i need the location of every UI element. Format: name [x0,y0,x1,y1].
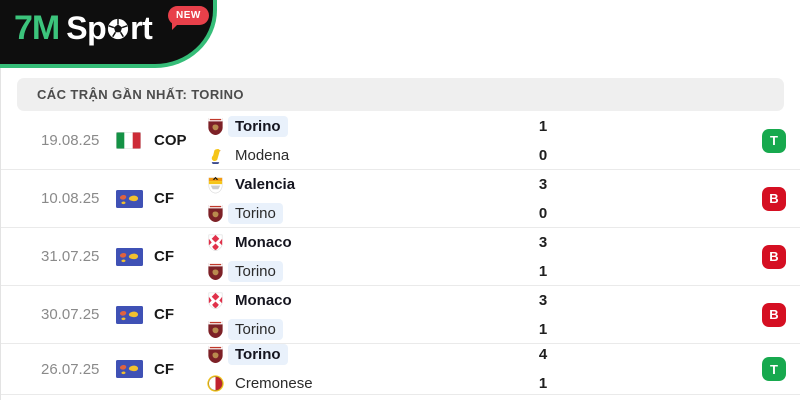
torino-logo [206,262,225,281]
new-badge: NEW [168,6,209,30]
club-friendly-flag [116,305,154,324]
away-team-score: 0 [538,204,548,222]
result-badge-wrap: B [762,244,786,269]
away-team-name: Cremonese [235,375,313,392]
monaco-logo [206,291,225,310]
match-row[interactable]: 19.08.25 COP Torino 1 Modena 0 T [1,112,800,170]
home-team-line[interactable]: Monaco 3 [206,228,558,257]
match-row[interactable]: 30.07.25 CF Monaco 3 Torino 1 B [1,286,800,344]
result-badge: T [762,128,786,153]
home-team-score: 4 [538,346,548,363]
home-team-line[interactable]: Valencia 3 [206,170,558,199]
away-team-score: 1 [538,262,548,280]
competition-code: CF [154,190,174,207]
result-badge: B [762,186,786,211]
result-badge: T [762,357,786,381]
home-team-score: 3 [538,175,548,193]
away-team-score: 0 [538,146,548,164]
italy-flag [116,132,154,149]
home-team-name: Monaco [235,291,292,309]
torino-logo [206,345,225,364]
result-badge-wrap: T [762,357,786,381]
modena-logo [206,146,225,165]
home-team-line[interactable]: Torino 1 [206,112,558,141]
match-date: 10.08.25 [41,190,100,207]
soccer-ball-icon [107,18,129,40]
section-title-bar: CÁC TRẬN GẦN NHẤT: TORINO [17,78,784,111]
home-team-score: 1 [538,117,548,135]
logo-7m-text: 7M [14,8,60,47]
match-date: 30.07.25 [41,306,100,323]
teams-block: Valencia 3 Torino 0 [206,170,558,228]
home-team-score: 3 [538,291,548,309]
home-team-name: Torino [228,344,288,365]
away-team-line[interactable]: Cremonese 1 [206,369,558,398]
home-team-line[interactable]: Torino 4 [206,340,558,369]
away-team-line[interactable]: Torino 1 [206,257,558,286]
match-row[interactable]: 10.08.25 CF Valencia 3 Torino 0 B [1,170,800,228]
match-date: 19.08.25 [41,132,100,149]
home-team-score: 3 [538,233,548,251]
away-team-line[interactable]: Torino 1 [206,315,558,344]
competition-code: COP [154,132,187,149]
torino-logo [206,320,225,339]
brand-logo[interactable]: 7M Sp rt NEW [0,0,217,68]
torino-logo [206,117,225,136]
competition-code: CF [154,248,174,265]
result-badge-wrap: B [762,186,786,211]
result-badge-wrap: B [762,302,786,327]
club-friendly-flag [116,247,154,266]
away-team-score: 1 [538,375,548,392]
match-date: 31.07.25 [41,248,100,265]
home-team-name: Monaco [235,233,292,251]
away-team-score: 1 [538,320,548,338]
away-team-name: Torino [228,318,283,340]
teams-block: Monaco 3 Torino 1 [206,228,558,286]
competition-code: CF [154,306,174,323]
away-team-name: Torino [228,260,283,282]
result-badge: B [762,302,786,327]
club-friendly-flag [116,189,154,208]
top-header: 7M Sp rt NEW [0,0,800,72]
home-team-name: Valencia [235,175,296,193]
match-date: 26.07.25 [41,360,100,378]
home-team-line[interactable]: Monaco 3 [206,286,558,315]
teams-block: Torino 4 Cremonese 1 [206,340,558,398]
result-badge: B [762,244,786,269]
torino-logo [206,204,225,223]
logo-sport-text: Sp rt [66,9,153,46]
away-team-name: Modena [235,146,290,164]
cremonese-logo [206,374,225,393]
section-title: CÁC TRẬN GẦN NHẤT: TORINO [37,87,244,102]
teams-block: Monaco 3 Torino 1 [206,286,558,344]
teams-block: Torino 1 Modena 0 [206,112,558,170]
home-team-name: Torino [228,115,288,137]
club-friendly-flag [116,360,154,378]
valencia-logo [206,175,225,194]
result-badge-wrap: T [762,128,786,153]
competition-code: CF [154,360,174,378]
match-row[interactable]: 26.07.25 CF Torino 4 Cremonese 1 T [1,344,800,395]
match-row[interactable]: 31.07.25 CF Monaco 3 Torino 1 B [1,228,800,286]
monaco-logo [206,233,225,252]
away-team-line[interactable]: Torino 0 [206,199,558,228]
away-team-line[interactable]: Modena 0 [206,141,558,170]
away-team-name: Torino [228,202,283,224]
recent-matches-list: 19.08.25 COP Torino 1 Modena 0 T 10.08.2… [1,112,800,395]
